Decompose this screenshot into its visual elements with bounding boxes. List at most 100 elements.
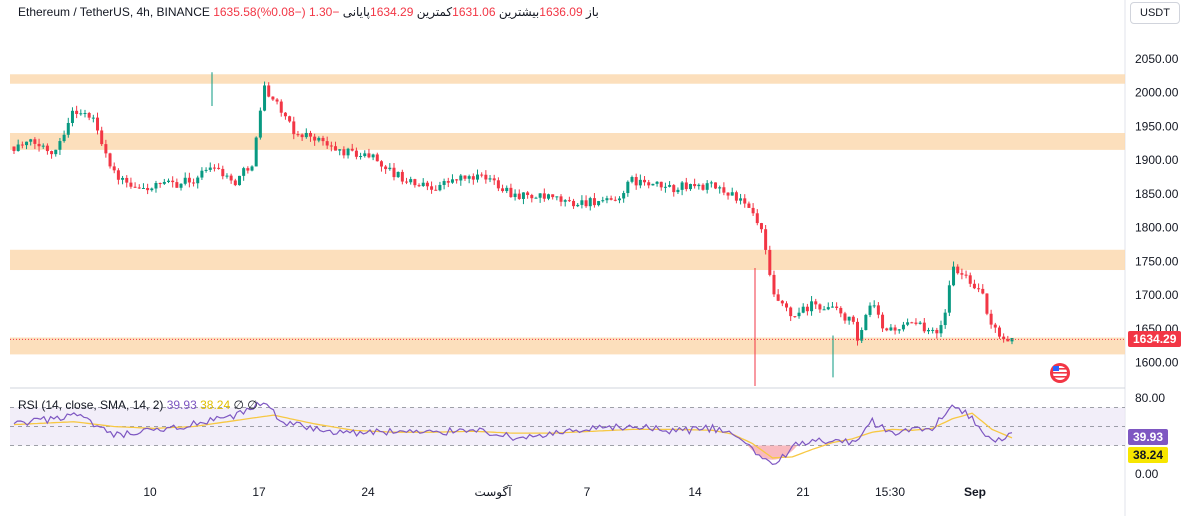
candle-body bbox=[822, 309, 826, 311]
y-tick-label: 2000.00 bbox=[1135, 86, 1179, 100]
rsi-sma-tag: 38.24 bbox=[1128, 447, 1169, 463]
candle-body bbox=[321, 137, 325, 142]
flag-canton bbox=[1053, 366, 1059, 371]
candle-body bbox=[476, 174, 480, 180]
candle-body bbox=[638, 179, 642, 186]
candle-body bbox=[968, 275, 972, 284]
y-tick-label: 1800.00 bbox=[1135, 221, 1179, 235]
candle-body bbox=[480, 174, 484, 176]
candle bbox=[805, 303, 809, 316]
candle bbox=[396, 171, 400, 178]
candle bbox=[876, 302, 880, 319]
candle-body bbox=[175, 182, 179, 188]
candle-body bbox=[96, 117, 100, 131]
candle-body bbox=[647, 182, 651, 186]
candle-body bbox=[396, 171, 400, 178]
candle bbox=[567, 196, 571, 202]
candle-body bbox=[743, 198, 747, 204]
candle bbox=[141, 183, 145, 189]
candle bbox=[413, 178, 417, 188]
rsi-header: RSI (14, close, SMA, 14, 2) 39.93 38.24 … bbox=[18, 398, 258, 412]
candle bbox=[225, 173, 229, 179]
candle bbox=[29, 138, 33, 146]
candle-body bbox=[684, 182, 688, 190]
candle bbox=[659, 181, 663, 191]
candle-body bbox=[651, 183, 655, 186]
candle bbox=[476, 169, 480, 183]
candle bbox=[822, 305, 826, 311]
candle-body bbox=[288, 116, 292, 122]
candle bbox=[442, 178, 446, 190]
candle bbox=[684, 177, 688, 192]
candle-body bbox=[275, 99, 279, 102]
candle bbox=[701, 183, 705, 191]
candle bbox=[62, 130, 66, 143]
candle bbox=[237, 175, 241, 186]
candle-body bbox=[367, 153, 371, 158]
candle-body bbox=[906, 322, 910, 325]
candle bbox=[584, 195, 588, 208]
candle bbox=[709, 180, 713, 188]
candle-body bbox=[814, 301, 818, 305]
candle-body bbox=[605, 198, 609, 201]
candle-body bbox=[847, 316, 851, 321]
candle bbox=[250, 165, 254, 172]
candle bbox=[839, 306, 843, 318]
currency-button[interactable]: USDT bbox=[1130, 2, 1180, 24]
candle-body bbox=[237, 175, 241, 186]
candle-body bbox=[392, 167, 396, 178]
candle bbox=[997, 325, 1001, 339]
x-tick-label: Sep bbox=[964, 485, 986, 499]
candle bbox=[196, 175, 200, 189]
candle-body bbox=[722, 187, 726, 193]
candle bbox=[492, 174, 496, 185]
candle-body bbox=[901, 324, 905, 330]
candle bbox=[183, 172, 187, 186]
candle-body bbox=[538, 193, 542, 198]
candle bbox=[830, 301, 834, 308]
candle-body bbox=[659, 181, 663, 188]
zone-2 bbox=[10, 249, 1125, 271]
y-tick-label: 1700.00 bbox=[1135, 288, 1179, 302]
candle-body bbox=[939, 325, 943, 334]
candle-body bbox=[693, 184, 697, 187]
zone-1 bbox=[10, 133, 1125, 150]
candle bbox=[734, 190, 738, 204]
candle-body bbox=[952, 266, 956, 286]
candle bbox=[672, 184, 676, 197]
candle-body bbox=[438, 184, 442, 191]
candle-body bbox=[626, 181, 630, 194]
change-value: −1.30 (−0.08%) bbox=[256, 5, 340, 19]
candle-body bbox=[630, 177, 634, 182]
candle-body bbox=[346, 148, 350, 156]
candle-body bbox=[989, 313, 993, 325]
candle-body bbox=[492, 178, 496, 181]
candle bbox=[705, 180, 709, 194]
candle-body bbox=[672, 185, 676, 193]
candle-body bbox=[450, 179, 454, 183]
candle-body bbox=[688, 184, 692, 190]
flag-stripe bbox=[1053, 376, 1067, 378]
candle-body bbox=[471, 176, 475, 180]
candle-body bbox=[187, 177, 191, 183]
x-tick-label: آگوست bbox=[474, 484, 512, 500]
candle bbox=[580, 195, 584, 209]
candle bbox=[480, 172, 484, 178]
candle bbox=[655, 181, 659, 187]
candle bbox=[747, 201, 751, 209]
candle bbox=[668, 181, 672, 188]
candle bbox=[726, 192, 730, 200]
candle bbox=[542, 188, 546, 202]
candle-body bbox=[701, 184, 705, 190]
candle bbox=[75, 105, 79, 119]
candle-body bbox=[931, 329, 935, 331]
candle-body bbox=[400, 171, 404, 182]
rsi-extra: ∅ ∅ bbox=[233, 398, 258, 412]
candle-body bbox=[576, 204, 580, 207]
candle bbox=[989, 309, 993, 329]
candle bbox=[605, 195, 609, 204]
candle-body bbox=[104, 144, 108, 154]
candle-body bbox=[359, 156, 363, 158]
candle-body bbox=[196, 177, 200, 184]
